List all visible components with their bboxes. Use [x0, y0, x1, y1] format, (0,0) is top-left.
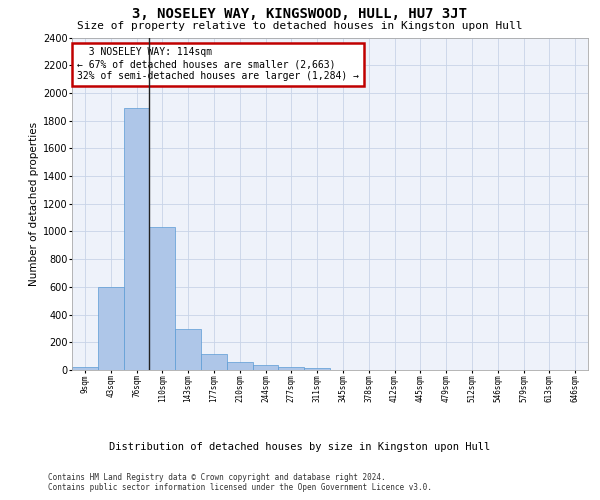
Bar: [304, 368, 330, 370]
Text: Contains public sector information licensed under the Open Government Licence v3: Contains public sector information licen…: [48, 482, 432, 492]
Text: Contains HM Land Registry data © Crown copyright and database right 2024.: Contains HM Land Registry data © Crown c…: [48, 472, 386, 482]
Bar: [227, 362, 253, 370]
Bar: [98, 287, 124, 370]
Bar: [201, 354, 227, 370]
Bar: [278, 366, 304, 370]
Bar: [72, 367, 98, 370]
Bar: [175, 329, 201, 370]
Text: Size of property relative to detached houses in Kingston upon Hull: Size of property relative to detached ho…: [77, 21, 523, 31]
Text: 3 NOSELEY WAY: 114sqm
← 67% of detached houses are smaller (2,663)
32% of semi-d: 3 NOSELEY WAY: 114sqm ← 67% of detached …: [77, 48, 359, 80]
Text: 3, NOSELEY WAY, KINGSWOOD, HULL, HU7 3JT: 3, NOSELEY WAY, KINGSWOOD, HULL, HU7 3JT: [133, 8, 467, 22]
Bar: [124, 108, 149, 370]
Y-axis label: Number of detached properties: Number of detached properties: [29, 122, 39, 286]
Bar: [253, 364, 278, 370]
Bar: [149, 228, 175, 370]
Text: Distribution of detached houses by size in Kingston upon Hull: Distribution of detached houses by size …: [109, 442, 491, 452]
